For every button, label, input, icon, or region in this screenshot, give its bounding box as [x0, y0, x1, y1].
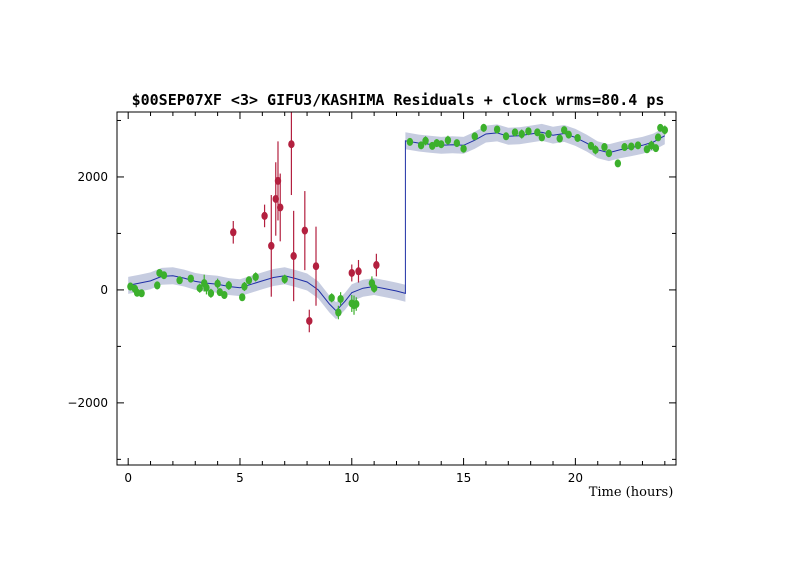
used-point [652, 144, 660, 153]
used-point [556, 134, 563, 143]
rejected-point [277, 203, 284, 212]
x-tick-label: 20 [568, 471, 583, 485]
used-point [643, 145, 651, 154]
used-point [196, 284, 203, 293]
y-tick-label: −2000 [67, 396, 108, 410]
used-point [525, 127, 532, 136]
clock-band-segment-1 [128, 267, 406, 320]
used-point [561, 126, 568, 135]
used-point [337, 294, 344, 303]
used-point [176, 276, 183, 285]
rejected-point [230, 228, 237, 237]
rejected-point [301, 226, 309, 235]
y-tick-label: 2000 [77, 170, 108, 184]
used-point [601, 143, 608, 152]
used-point [444, 136, 452, 145]
used-point [353, 300, 360, 309]
used-point [545, 130, 552, 139]
used-point [239, 293, 246, 302]
used-point [417, 141, 425, 150]
used-point [661, 126, 669, 135]
used-point [221, 290, 228, 299]
used-point [328, 293, 335, 302]
y-tick-label: 0 [100, 283, 108, 297]
clock-line [128, 131, 666, 312]
used-point [511, 128, 519, 137]
rejected-point [274, 176, 282, 185]
x-axis-label: Time (hours) [589, 485, 674, 500]
x-tick-label: 10 [344, 471, 359, 485]
used-point [214, 279, 221, 288]
rejected-point [290, 252, 297, 261]
rejected-point [288, 140, 295, 149]
used-point [281, 275, 288, 284]
used-point [534, 128, 541, 137]
used-point [203, 283, 210, 292]
used-point [460, 144, 467, 153]
chart-title: $00SEP07XF <3> GIFU3/KASHIMA Residuals +… [132, 91, 665, 109]
used-point [471, 132, 478, 141]
clock-model-line [128, 131, 666, 312]
used-point [160, 271, 168, 280]
used-point [245, 276, 253, 285]
used-point [225, 281, 232, 290]
rejected-point [261, 211, 268, 220]
used-point [480, 123, 487, 132]
clock-model-band [128, 123, 665, 320]
clock-band-segment-2 [405, 123, 665, 162]
used-point [453, 139, 461, 148]
rejected-point [312, 262, 320, 271]
used-point [628, 142, 635, 151]
used-point [587, 141, 595, 150]
used-point [614, 159, 622, 168]
used-point [335, 308, 342, 317]
used-point [370, 284, 378, 293]
data-points [127, 112, 669, 333]
used-point [241, 282, 248, 291]
used-point [154, 281, 161, 290]
used-point [502, 132, 510, 141]
used-point [207, 289, 215, 298]
used-point [565, 130, 572, 139]
used-point [406, 137, 414, 146]
used-point [621, 143, 628, 152]
rejected-point [272, 194, 279, 203]
used-point [252, 272, 259, 281]
used-point [592, 145, 599, 154]
used-point [605, 149, 613, 158]
x-tick-label: 15 [456, 471, 471, 485]
x-tick-label: 0 [124, 471, 132, 485]
rejected-point [268, 241, 275, 250]
used-point [654, 133, 662, 142]
x-tick-label: 5 [236, 471, 244, 485]
used-point [422, 136, 429, 145]
used-point [438, 140, 445, 149]
used-point [138, 289, 145, 298]
rejected-point [373, 261, 380, 270]
used-point [538, 133, 546, 142]
used-point [187, 274, 194, 283]
used-point [518, 130, 525, 139]
rejected-point [348, 268, 355, 277]
used-point [493, 125, 501, 134]
rejected-point [306, 316, 313, 325]
axis-ticks: 0 5 10 15 20 −2000 0 2000 [67, 112, 676, 485]
used-point [634, 141, 642, 150]
used-point [574, 133, 581, 142]
rejected-point [355, 267, 362, 276]
